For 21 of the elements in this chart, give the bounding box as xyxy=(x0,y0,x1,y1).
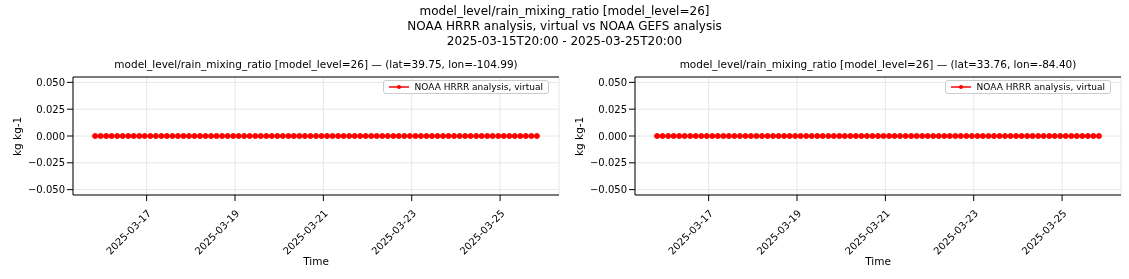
text: NOAA HRRR analysis, virtual vs NOAA GEFS analysis xyxy=(406,19,723,34)
chart-title: model_level/rain_mixing_ratio [model_level=26] — (lat=39.75, lon=-104.99) xyxy=(113,58,519,70)
legend-label: NOAA HRRR analysis, virtual xyxy=(414,82,543,92)
y-tick-label: 0.025 xyxy=(598,103,627,115)
y-axis-title: kg kg-1 xyxy=(572,116,585,156)
legend-label: NOAA HRRR analysis, virtual xyxy=(976,82,1105,92)
y-tick-label: −0.025 xyxy=(589,157,627,169)
y-tick-label: −0.025 xyxy=(27,157,65,169)
y-tick-label: 0.025 xyxy=(36,103,65,115)
y-tick-label: −0.050 xyxy=(27,184,65,196)
x-axis-title: Time xyxy=(302,255,329,267)
y-tick-label: 0.000 xyxy=(36,130,65,142)
y-tick-label: 0.050 xyxy=(598,76,627,88)
x-axis-title: Time xyxy=(864,255,891,267)
text: 2025-03-15T20:00 - 2025-03-25T20:00 xyxy=(445,34,684,49)
y-tick-label: 0.000 xyxy=(598,130,627,142)
text: model_level/rain_mixing_ratio [model_level=26] xyxy=(418,4,711,19)
chart-title: model_level/rain_mixing_ratio [model_level=26] — (lat=33.76, lon=-84.40) xyxy=(678,58,1078,70)
y-tick-label: −0.050 xyxy=(589,184,627,196)
y-tick-label: 0.050 xyxy=(36,76,65,88)
y-axis-title: kg kg-1 xyxy=(10,116,23,156)
